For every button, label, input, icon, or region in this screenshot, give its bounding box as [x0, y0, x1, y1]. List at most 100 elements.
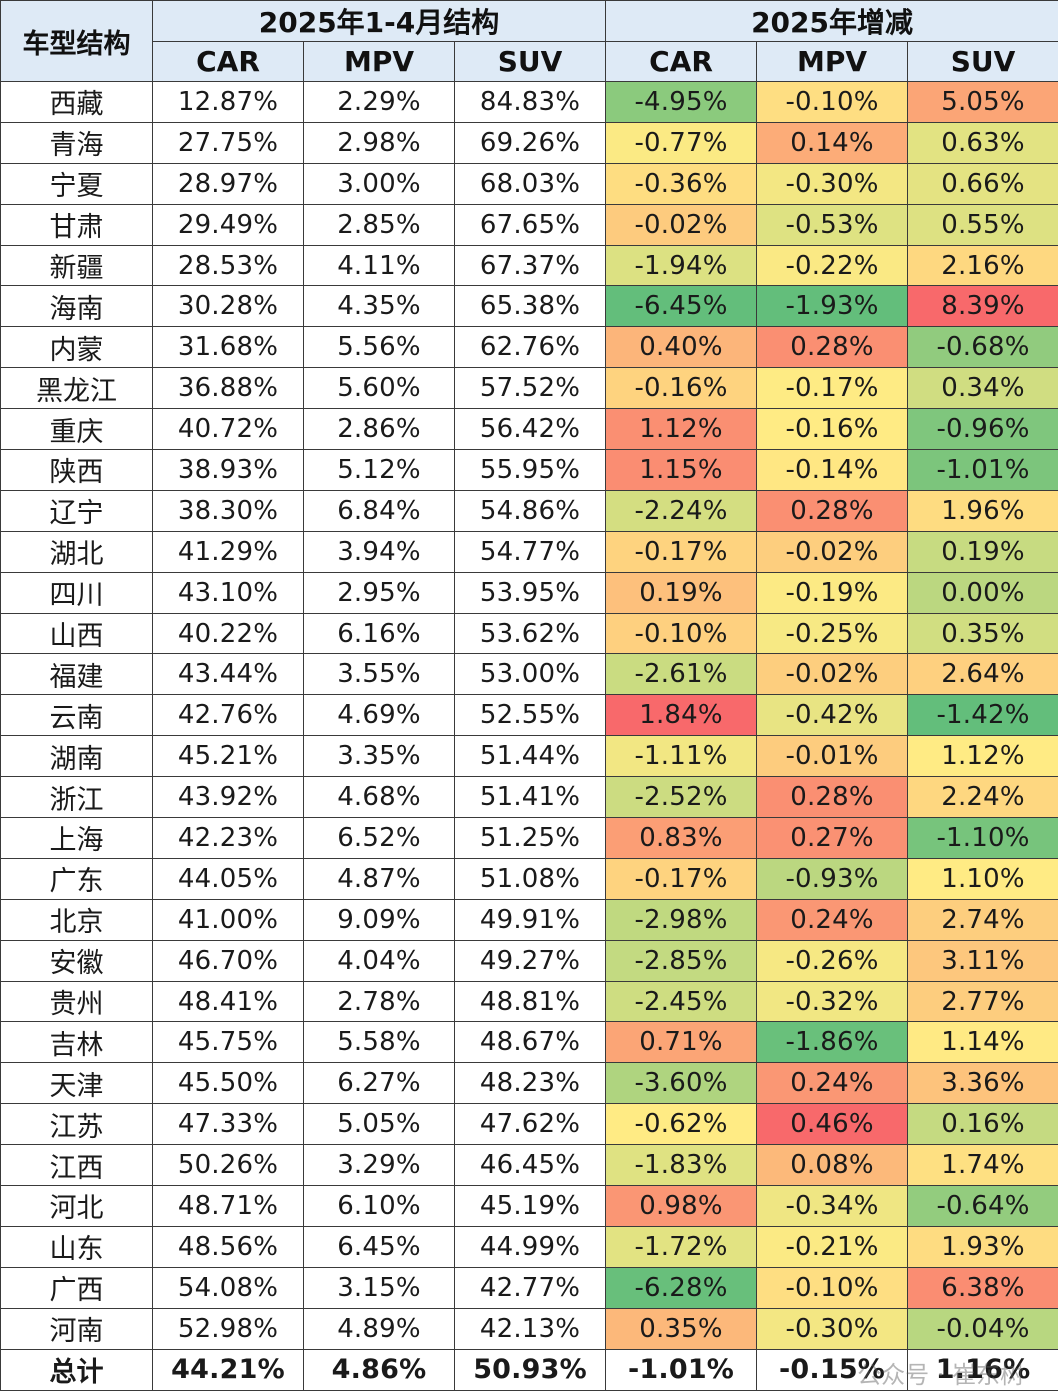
change-cell: 0.24% — [756, 1062, 909, 1105]
share-cell: 4.68% — [303, 776, 455, 819]
col-header-car: CAR — [152, 41, 304, 82]
province-cell: 上海 — [0, 817, 153, 859]
share-cell: 4.35% — [303, 285, 455, 328]
change-cell: 0.55% — [907, 203, 1058, 246]
change-cell: 0.00% — [907, 571, 1058, 614]
share-cell: 42.77% — [453, 1266, 607, 1309]
table-row: 河南 52.98% 4.89% 42.13% 0.35% -0.30% -0.04% — [0, 1307, 1058, 1350]
change-cell: -1.93% — [756, 285, 909, 328]
table-row: 青海 27.75% 2.98% 69.26% -0.77% 0.14% 0.63% — [0, 121, 1058, 164]
share-cell: 5.12% — [303, 449, 455, 491]
change-cell: -0.26% — [756, 939, 909, 982]
share-cell: 27.75% — [152, 121, 304, 164]
table-row: 江西 50.26% 3.29% 46.45% -1.83% 0.08% 1.74% — [0, 1144, 1058, 1187]
table-row: 天津 45.50% 6.27% 48.23% -3.60% 0.24% 3.36% — [0, 1062, 1058, 1105]
table-row: 内蒙 31.68% 5.56% 62.76% 0.40% 0.28% -0.68% — [0, 326, 1058, 369]
province-cell: 青海 — [0, 121, 153, 164]
province-cell: 湖北 — [0, 530, 153, 573]
province-cell: 吉林 — [0, 1021, 153, 1064]
change-cell: -0.42% — [756, 694, 909, 737]
change-cell: -1.72% — [605, 1225, 758, 1268]
province-cell: 四川 — [0, 571, 153, 614]
total-share-cell: 4.86% — [303, 1348, 455, 1391]
table-row: 吉林 45.75% 5.58% 48.67% 0.71% -1.86% 1.14% — [0, 1021, 1058, 1064]
province-cell: 云南 — [0, 694, 153, 737]
share-cell: 40.22% — [152, 612, 304, 655]
share-cell: 45.50% — [152, 1062, 304, 1105]
change-cell: 2.16% — [907, 244, 1058, 287]
share-cell: 3.15% — [303, 1266, 455, 1309]
share-cell: 29.49% — [152, 203, 304, 246]
province-cell: 海南 — [0, 285, 153, 328]
share-cell: 30.28% — [152, 285, 304, 328]
change-cell: -1.01% — [907, 449, 1058, 491]
share-cell: 48.67% — [453, 1021, 607, 1064]
share-cell: 48.23% — [453, 1062, 607, 1105]
table-row: 四川 43.10% 2.95% 53.95% 0.19% -0.19% 0.00% — [0, 571, 1058, 614]
corner-header: 车型结构 — [0, 0, 153, 82]
share-cell: 53.62% — [453, 612, 607, 655]
table-row: 甘肃 29.49% 2.85% 67.65% -0.02% -0.53% 0.55% — [0, 203, 1058, 246]
col-header-car-change: CAR — [605, 41, 758, 82]
total-change-cell: 1.16% — [907, 1348, 1058, 1391]
share-cell: 12.87% — [152, 81, 304, 123]
share-cell: 68.03% — [453, 162, 607, 205]
change-cell: -0.19% — [756, 571, 909, 614]
share-cell: 67.65% — [453, 203, 607, 246]
change-cell: -0.16% — [756, 408, 909, 451]
province-cell: 广西 — [0, 1266, 153, 1309]
share-cell: 2.86% — [303, 408, 455, 451]
change-cell: -0.10% — [605, 612, 758, 655]
share-cell: 38.93% — [152, 449, 304, 491]
change-cell: -0.17% — [756, 367, 909, 410]
share-cell: 53.00% — [453, 653, 607, 696]
province-cell: 江西 — [0, 1144, 153, 1187]
share-cell: 6.27% — [303, 1062, 455, 1105]
share-cell: 55.95% — [453, 449, 607, 491]
col-header-mpv: MPV — [303, 41, 455, 82]
change-cell: -1.94% — [605, 244, 758, 287]
share-cell: 49.27% — [453, 939, 607, 982]
change-cell: 0.28% — [756, 326, 909, 369]
share-cell: 4.89% — [303, 1307, 455, 1350]
share-cell: 54.08% — [152, 1266, 304, 1309]
share-cell: 4.04% — [303, 939, 455, 982]
share-cell: 54.86% — [453, 489, 607, 532]
change-cell: 0.46% — [756, 1103, 909, 1146]
change-cell: 6.38% — [907, 1266, 1058, 1309]
change-cell: 0.19% — [907, 530, 1058, 573]
change-cell: -1.83% — [605, 1144, 758, 1187]
share-cell: 6.16% — [303, 612, 455, 655]
share-cell: 2.78% — [303, 980, 455, 1023]
change-cell: -2.85% — [605, 939, 758, 982]
change-cell: 0.66% — [907, 162, 1058, 205]
province-cell: 山西 — [0, 612, 153, 655]
share-cell: 6.45% — [303, 1225, 455, 1268]
share-cell: 36.88% — [152, 367, 304, 410]
share-cell: 28.97% — [152, 162, 304, 205]
share-cell: 4.87% — [303, 857, 455, 900]
change-cell: -0.32% — [756, 980, 909, 1023]
change-cell: 0.24% — [756, 898, 909, 941]
table-row: 安徽 46.70% 4.04% 49.27% -2.85% -0.26% 3.11% — [0, 939, 1058, 982]
province-cell: 西藏 — [0, 81, 153, 123]
province-cell: 山东 — [0, 1225, 153, 1268]
change-cell: 2.74% — [907, 898, 1058, 941]
share-cell: 42.13% — [453, 1307, 607, 1350]
share-cell: 51.44% — [453, 735, 607, 778]
share-cell: 46.45% — [453, 1144, 607, 1187]
table-row: 河北 48.71% 6.10% 45.19% 0.98% -0.34% -0.64% — [0, 1185, 1058, 1227]
table-row: 山西 40.22% 6.16% 53.62% -0.10% -0.25% 0.35% — [0, 612, 1058, 655]
table-row: 西藏 12.87% 2.29% 84.83% -4.95% -0.10% 5.05% — [0, 81, 1058, 123]
share-cell: 52.98% — [152, 1307, 304, 1350]
share-cell: 2.29% — [303, 81, 455, 123]
group-header-change: 2025年增减 — [605, 0, 1058, 42]
change-cell: -0.14% — [756, 449, 909, 491]
table-row: 宁夏 28.97% 3.00% 68.03% -0.36% -0.30% 0.66% — [0, 162, 1058, 205]
share-cell: 6.52% — [303, 817, 455, 859]
province-cell: 新疆 — [0, 244, 153, 287]
change-cell: -0.64% — [907, 1185, 1058, 1227]
share-cell: 53.95% — [453, 571, 607, 614]
change-cell: -0.62% — [605, 1103, 758, 1146]
